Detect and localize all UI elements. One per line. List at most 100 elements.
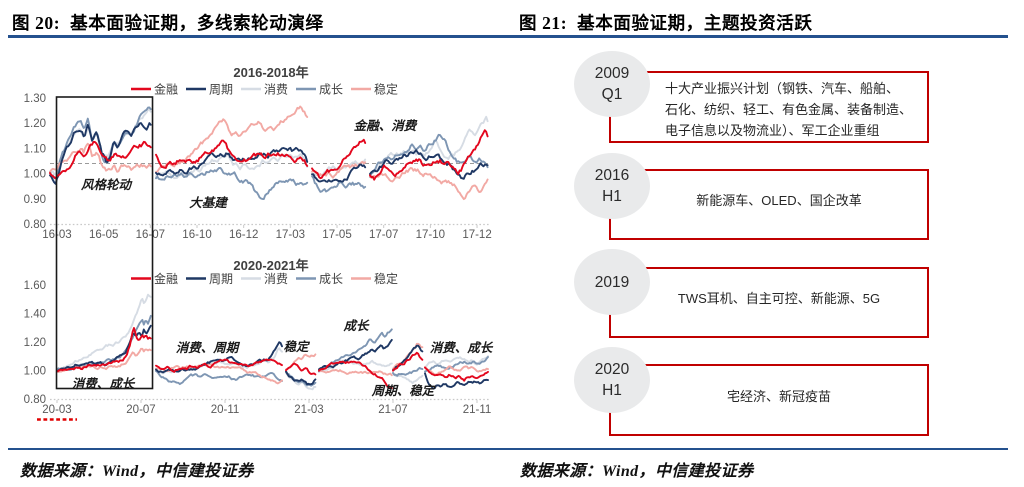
x-tick-label: 17-12 [462,229,491,241]
topic-box: 新能源车、OLED、国企改革 [609,169,929,240]
year-label: H1 [602,382,622,399]
x-tick-label: 20-03 [42,404,71,416]
title-underline-rule [8,35,1008,38]
topic-box: 十大产业振兴计划（钢铁、汽车、船舶、 石化、纺织、轻工、有色金属、装备制造、 电子信… [609,71,929,143]
y-tick-label: 1.20 [24,118,46,130]
chart-title: 2020-2021年 [233,258,308,273]
annotation-label: 金融、消费 [354,119,418,133]
annotation-label: 消费、周期 [176,341,241,355]
highlight-period-box [55,96,154,390]
topic-text: 新能源车、OLED、国企改革 [696,193,862,208]
y-tick-label: 0.80 [24,219,46,231]
series-red-segment [311,138,367,180]
annotation-label: 周期、稳定 [371,384,437,398]
series-red-segment [56,327,152,373]
legend-label: 成长 [319,83,343,97]
series-pink-segment [155,363,283,385]
chart-title: 2016-2018年 [233,65,308,80]
year-label: 2009 [594,65,630,82]
legend-label: 周期 [209,272,233,286]
series-red-segment [285,362,317,376]
y-tick-label: 1.00 [24,169,46,181]
year-circle: 2020 H1 [574,347,650,413]
year-circle: 2009 Q1 [574,51,650,117]
series-red-segment [392,351,424,372]
series-gray-segment [369,115,489,176]
footer-rule [8,448,1008,450]
series-red-segment [49,140,152,180]
annotation-label: 消费、成长 [72,377,136,391]
x-tick-label: 20-11 [211,404,240,416]
series-navy-segment [369,149,489,180]
legend-label: 稳定 [374,271,398,286]
x-tick-label: 21-07 [378,404,407,416]
x-tick-label: 21-03 [294,404,323,416]
figure20-source: 数据来源：Wind，中信建投证券 [20,463,254,480]
y-tick-label: 1.00 [24,366,46,378]
series-red-segment [155,139,309,169]
y-tick-label: 1.30 [24,93,46,105]
figure21-source: 数据来源：Wind，中信建投证券 [520,463,754,480]
y-tick-label: 1.60 [24,280,46,292]
y-tick-label: 1.20 [24,337,46,349]
series-pink-segment [369,166,489,201]
x-tick-label: 17-10 [416,229,445,241]
year-circle: 2019 [574,249,650,315]
series-pink-segment [318,368,393,377]
series-navy-segment [155,341,283,374]
y-tick-label: 0.90 [24,194,46,206]
series-red-segment [424,366,489,382]
x-tick-label: 21-11 [463,404,492,416]
series-red-segment [318,360,393,390]
year-label: Q1 [601,86,623,103]
topic-box: TWS耳机、自主可控、新能源、5G [609,267,929,338]
series-navy-segment [285,370,317,386]
y-tick-label: 1.10 [24,143,46,155]
x-tick-label: 16-07 [136,229,165,241]
series-gray-segment [56,293,152,372]
legend-label: 金融 [154,271,178,286]
x-tick-label: 16-10 [182,229,211,241]
figure21-title: 图 21: 基本面验证期，主题投资活跃 [519,13,813,33]
x-tick-label: 17-03 [276,229,305,241]
topic-text: 石化、纺织、轻工、有色金属、装备制造、 [665,102,913,117]
year-label: 2019 [594,273,630,291]
topic-text: 电子信息以及物流业）、军工企业重组 [665,123,880,138]
series-gray-segment [318,359,393,372]
x-tick-label: 17-07 [369,229,398,241]
legend-label: 成长 [319,272,343,286]
series-navy-segment [311,163,367,183]
series-navy-segment [155,146,309,177]
y-tick-label: 0.80 [24,394,46,406]
legend-label: 消费 [264,272,288,286]
series-bluegray-segment [392,366,424,377]
y-tick-label: 1.40 [24,309,46,321]
legend-label: 稳定 [374,82,398,97]
year-label: 2020 [594,361,630,378]
x-tick-label: 16-12 [229,229,258,241]
topic-text: TWS耳机、自主可控、新能源、5G [677,291,881,306]
legend-label: 消费 [264,83,288,97]
year-label: 2016 [594,167,630,184]
topic-box: 宅经济、新冠疫苗 [609,364,929,436]
annotation-label: 稳定 [283,340,311,354]
year-label: H1 [602,188,622,205]
series-pink-segment [311,160,367,179]
series-bluegray-segment [56,314,152,371]
series-red-segment [369,129,489,181]
topic-text: 宅经济、新冠疫苗 [726,388,831,404]
series-bluegray-segment [424,356,489,373]
series-bluegray-segment [311,175,367,193]
x-tick-label: 17-05 [322,229,351,241]
series-navy-segment [424,372,489,390]
annotation-label: 风格轮动 [80,178,134,192]
series-navy-segment [318,338,393,371]
year-circle: 2016 H1 [574,153,650,219]
annotation-label: 消费、成长 [430,341,494,355]
series-red-segment [155,358,283,373]
series-navy-segment [49,122,152,185]
x-tick-label: 16-05 [89,229,118,241]
x-tick-label: 20-07 [126,404,155,416]
